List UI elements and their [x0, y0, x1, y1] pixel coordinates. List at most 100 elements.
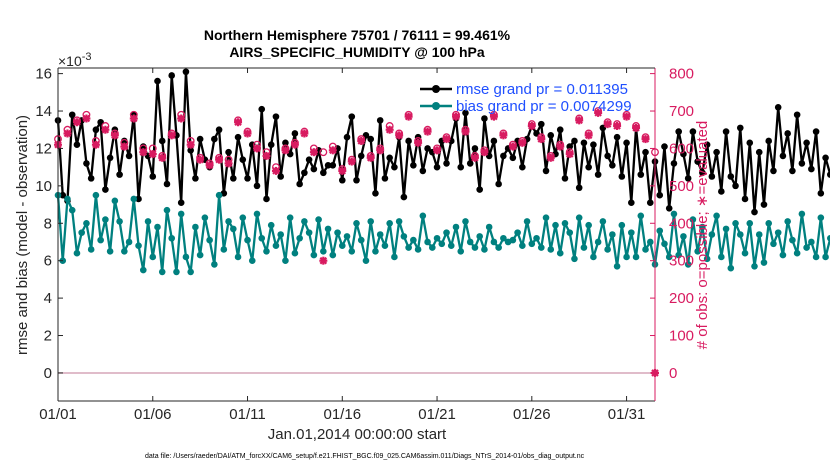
data-point-rmse — [556, 126, 564, 134]
data-point-bias — [315, 216, 322, 223]
data-point-rmse — [571, 137, 578, 145]
data-point-bias — [395, 218, 403, 225]
data-point-rmse — [391, 163, 398, 171]
data-point-obs-evaluated — [575, 116, 584, 125]
data-point-obs-evaluated — [433, 146, 442, 155]
data-point-rmse — [443, 160, 450, 167]
data-point-rmse — [665, 205, 673, 212]
data-point-rmse — [258, 105, 266, 113]
data-point-rmse — [580, 139, 588, 147]
data-point-bias — [798, 210, 806, 218]
data-point-rmse — [471, 145, 479, 152]
data-point-rmse — [708, 173, 716, 180]
data-point-obs-evaluated — [186, 140, 195, 149]
data-point-rmse — [462, 109, 469, 117]
data-point-bias — [135, 242, 142, 250]
data-point-obs-evaluated — [423, 127, 432, 136]
data-point-bias — [765, 219, 773, 227]
data-point-rmse — [689, 128, 697, 135]
data-point-bias — [784, 218, 791, 225]
data-point-bias — [727, 264, 735, 272]
data-point-obs-evaluated — [63, 129, 72, 138]
data-point-rmse — [263, 195, 270, 203]
data-point-rmse — [604, 152, 611, 160]
data-point-bias — [457, 248, 465, 255]
data-point-bias — [258, 234, 266, 242]
data-point-obs-evaluated — [139, 148, 148, 157]
data-point-rmse — [736, 124, 744, 132]
data-point-rmse — [68, 111, 76, 119]
data-point-bias — [746, 219, 754, 227]
data-point-bias — [632, 253, 640, 261]
data-point-rmse — [812, 128, 820, 135]
data-point-bias — [357, 236, 365, 244]
data-point-rmse — [125, 152, 133, 160]
data-point-rmse — [83, 160, 90, 167]
data-point-rmse — [244, 175, 251, 182]
x-tick-label: 01/16 — [324, 406, 362, 423]
data-point-obs-evaluated — [376, 146, 385, 155]
data-point-rmse — [637, 171, 645, 178]
data-point-rmse — [542, 167, 550, 175]
data-point-obs-evaluated — [442, 135, 451, 144]
data-point-rmse — [348, 113, 356, 120]
data-point-rmse — [779, 152, 787, 160]
data-point-obs-evaluated — [205, 161, 214, 170]
data-point-bias — [163, 206, 171, 214]
y-right-tick-label: 500 — [669, 178, 694, 195]
data-point-rmse — [135, 195, 142, 203]
data-point-bias — [590, 253, 597, 261]
x-tick-label: 01/01 — [39, 406, 77, 423]
data-point-rmse — [789, 167, 796, 175]
data-point-rmse — [741, 195, 749, 203]
data-point-bias — [618, 221, 626, 229]
data-point-bias — [580, 244, 588, 251]
data-point-rmse — [353, 176, 360, 184]
data-point-rmse — [817, 190, 825, 197]
data-point-bias — [646, 238, 654, 246]
data-point-bias — [429, 244, 436, 251]
chart-title-line2: AIRS_SPECIFIC_HUMIDITY @ 100 hPa — [229, 44, 485, 60]
data-point-rmse — [301, 169, 308, 177]
data-point-rmse — [372, 190, 379, 197]
data-point-bias — [310, 251, 318, 259]
data-point-bias — [623, 253, 630, 261]
y-right-tick-label: 300 — [669, 253, 694, 270]
data-point-bias — [760, 259, 768, 266]
data-point-rmse — [116, 171, 123, 178]
chart-title-line1: Northern Hemisphere 75701 / 76111 = 99.4… — [204, 27, 511, 43]
y-left-tick-label: 14 — [35, 103, 52, 120]
data-point-rmse — [727, 173, 735, 180]
data-point-bias — [305, 229, 313, 236]
data-point-rmse — [798, 160, 806, 167]
data-point-bias — [130, 195, 138, 203]
data-point-bias — [628, 229, 635, 236]
data-point-bias — [689, 216, 697, 223]
data-point-bias — [817, 214, 825, 221]
data-point-bias — [736, 231, 744, 238]
data-point-bias — [699, 223, 706, 231]
x-tick-label: 01/06 — [134, 406, 172, 423]
data-point-obs-evaluated — [518, 138, 527, 147]
data-point-rmse — [590, 141, 597, 149]
data-point-bias — [168, 234, 176, 242]
data-point-bias — [248, 257, 256, 264]
data-point-rmse — [163, 180, 171, 188]
data-point-bias — [338, 242, 346, 250]
data-point-bias — [144, 218, 152, 225]
data-point-rmse — [158, 137, 166, 145]
data-point-bias — [670, 210, 678, 218]
data-point-rmse — [92, 126, 100, 134]
data-point-rmse — [628, 199, 635, 206]
data-point-rmse — [642, 148, 649, 156]
data-point-bias — [552, 221, 559, 229]
y-right-tick-label: 600 — [669, 140, 694, 157]
data-point-bias — [220, 246, 228, 253]
y-right-tick-label: 200 — [669, 290, 694, 307]
data-point-obs-evaluated — [281, 146, 290, 155]
data-point-bias — [97, 236, 104, 244]
data-point-bias — [68, 206, 76, 214]
data-point-bias — [230, 225, 237, 233]
data-point-rmse — [192, 175, 199, 182]
